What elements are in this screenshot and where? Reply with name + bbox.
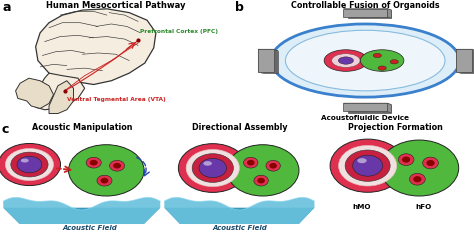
Polygon shape (348, 105, 392, 113)
Ellipse shape (390, 60, 398, 64)
Text: Ventral Tegmental Area (VTA): Ventral Tegmental Area (VTA) (67, 97, 165, 102)
Ellipse shape (353, 155, 383, 176)
Ellipse shape (254, 175, 268, 186)
Polygon shape (344, 103, 387, 111)
Polygon shape (258, 49, 274, 72)
Polygon shape (344, 103, 392, 105)
Ellipse shape (357, 158, 367, 163)
Ellipse shape (332, 54, 360, 67)
Ellipse shape (271, 24, 459, 97)
Ellipse shape (378, 66, 386, 70)
Text: c: c (1, 123, 9, 136)
Polygon shape (258, 49, 263, 73)
Ellipse shape (285, 30, 445, 91)
Ellipse shape (186, 149, 239, 187)
Ellipse shape (269, 163, 277, 169)
Text: Acoustic Field: Acoustic Field (212, 225, 267, 231)
Ellipse shape (113, 163, 121, 169)
Text: b: b (235, 1, 244, 14)
Ellipse shape (69, 145, 144, 196)
Polygon shape (36, 9, 156, 84)
Polygon shape (16, 78, 54, 109)
Text: Acoustofluidic Device: Acoustofluidic Device (321, 115, 409, 121)
Ellipse shape (373, 53, 382, 58)
Polygon shape (387, 9, 392, 18)
Ellipse shape (398, 154, 414, 165)
Text: Human Mesocortical Pathway: Human Mesocortical Pathway (46, 1, 186, 10)
Text: Directional Assembly: Directional Assembly (191, 123, 287, 132)
Ellipse shape (410, 173, 425, 185)
Ellipse shape (427, 160, 435, 166)
Polygon shape (3, 208, 160, 224)
Text: Acoustic Field: Acoustic Field (63, 225, 118, 231)
Text: Acoustic Manipulation: Acoustic Manipulation (31, 123, 132, 132)
Ellipse shape (203, 161, 212, 166)
Polygon shape (344, 9, 392, 10)
Ellipse shape (247, 160, 255, 165)
Ellipse shape (324, 50, 368, 71)
Ellipse shape (0, 144, 61, 186)
Polygon shape (461, 51, 474, 73)
Ellipse shape (360, 50, 404, 71)
Text: hMO: hMO (352, 204, 371, 210)
Text: Prefrontal Cortex (PFC): Prefrontal Cortex (PFC) (140, 29, 219, 34)
Ellipse shape (345, 150, 390, 181)
Ellipse shape (380, 140, 459, 196)
Ellipse shape (5, 149, 54, 181)
Ellipse shape (90, 160, 98, 165)
Ellipse shape (86, 157, 101, 168)
Polygon shape (49, 81, 73, 114)
Polygon shape (164, 197, 314, 224)
Ellipse shape (423, 157, 438, 169)
Polygon shape (456, 49, 474, 51)
Ellipse shape (257, 178, 265, 183)
Ellipse shape (413, 176, 421, 182)
Polygon shape (348, 10, 392, 18)
Ellipse shape (244, 157, 258, 168)
Ellipse shape (266, 160, 281, 171)
Ellipse shape (17, 156, 42, 173)
Text: Controllable Fusion of Organoids: Controllable Fusion of Organoids (291, 1, 439, 10)
Polygon shape (456, 49, 461, 73)
Polygon shape (387, 103, 392, 113)
Ellipse shape (11, 152, 48, 177)
Polygon shape (456, 49, 472, 72)
Ellipse shape (330, 139, 405, 192)
Ellipse shape (97, 175, 112, 186)
Ellipse shape (199, 159, 227, 178)
Polygon shape (3, 197, 160, 224)
Ellipse shape (192, 154, 233, 182)
Ellipse shape (178, 144, 247, 192)
Polygon shape (258, 49, 278, 51)
Ellipse shape (109, 160, 125, 171)
Ellipse shape (100, 178, 109, 183)
Ellipse shape (338, 57, 354, 64)
Text: hFO: hFO (416, 204, 432, 210)
Ellipse shape (338, 145, 397, 186)
Ellipse shape (21, 159, 28, 163)
Polygon shape (263, 51, 278, 73)
Polygon shape (344, 9, 387, 17)
Polygon shape (164, 208, 314, 224)
Text: Projection Formation: Projection Formation (348, 123, 443, 132)
Ellipse shape (402, 157, 410, 163)
Text: a: a (2, 1, 11, 14)
Polygon shape (33, 73, 85, 110)
Ellipse shape (227, 145, 299, 196)
